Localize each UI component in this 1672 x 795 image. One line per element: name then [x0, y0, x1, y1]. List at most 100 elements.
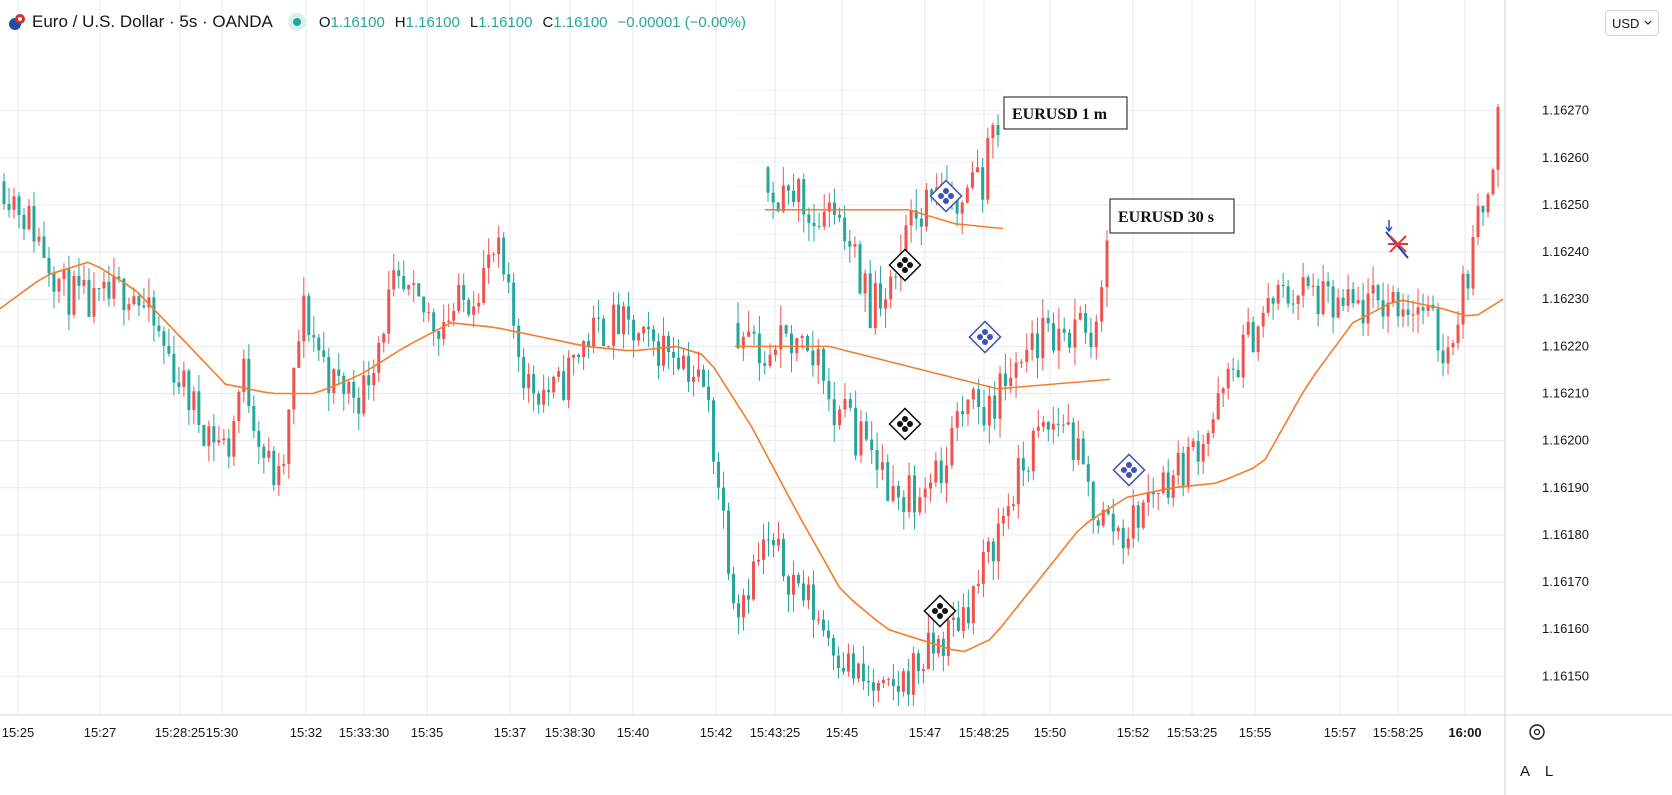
candle-body	[811, 584, 815, 621]
signal-dot	[942, 608, 948, 614]
y-tick-label: 1.16180	[1542, 527, 1589, 542]
candle-body	[692, 376, 696, 382]
candle-body	[67, 269, 71, 315]
candle-body	[771, 192, 775, 203]
candle-body	[492, 254, 496, 256]
candle-body	[27, 206, 31, 230]
candle-body	[397, 270, 401, 277]
currency-button[interactable]: USD	[1605, 10, 1659, 36]
candle-body	[961, 607, 965, 631]
candle-body	[1261, 312, 1265, 327]
candle-body	[923, 488, 927, 498]
candle-body	[1311, 285, 1315, 287]
candle-body	[970, 172, 974, 188]
candle-body	[672, 352, 676, 358]
x-tick-label: 15:33:30	[339, 725, 390, 740]
signal-dot	[932, 608, 938, 614]
candle-body	[662, 335, 666, 366]
candle-body	[462, 285, 466, 300]
candle-body	[1006, 506, 1010, 516]
candle-body	[262, 446, 266, 458]
candle-body	[766, 167, 770, 193]
symbol-title[interactable]: Euro / U.S. Dollar · 5s · OANDA	[32, 12, 273, 31]
candle-body	[297, 341, 301, 368]
candle-body	[773, 349, 777, 355]
candle-body	[977, 389, 981, 407]
candle-body	[412, 283, 416, 285]
settings-gear-icon[interactable]	[1529, 724, 1545, 740]
candle-body	[1035, 333, 1039, 359]
candle-body	[1056, 423, 1060, 425]
candle-body	[1371, 285, 1375, 294]
candle-body	[302, 295, 306, 342]
candle-body	[1301, 277, 1305, 296]
candle-body	[507, 274, 511, 283]
candle-body	[227, 438, 231, 457]
candle-body	[781, 538, 785, 577]
candle-body	[1316, 285, 1320, 315]
auto-scale-button[interactable]: A	[1514, 759, 1536, 783]
candle-body	[562, 371, 566, 400]
candle-body	[1105, 240, 1109, 288]
signal-dot	[897, 262, 903, 268]
candle-body	[682, 355, 686, 369]
candle-body	[843, 217, 847, 242]
candle-body	[427, 312, 431, 314]
candle-body	[92, 288, 96, 317]
candle-body	[1171, 475, 1175, 498]
candle-body	[1246, 321, 1250, 335]
candle-body	[1121, 527, 1125, 549]
log-scale-button[interactable]: L	[1538, 759, 1560, 783]
y-tick-label: 1.16190	[1542, 480, 1589, 495]
candle-body	[955, 411, 959, 428]
candle-body	[1421, 307, 1425, 311]
moving-average-line	[0, 261, 1504, 653]
candle-body	[914, 210, 918, 219]
candle-body	[1236, 369, 1240, 378]
candle-body	[1251, 321, 1255, 353]
candle-body	[62, 269, 66, 279]
candle-body	[1084, 312, 1088, 333]
candle-body	[122, 278, 126, 311]
candle-body	[522, 357, 526, 389]
candle-body	[981, 552, 985, 584]
signal-dot	[987, 334, 993, 340]
candle-body	[1019, 361, 1023, 363]
candle-body	[582, 341, 586, 358]
candle-body	[207, 426, 211, 446]
main-candles	[2, 104, 1500, 708]
candle-body	[1176, 452, 1180, 476]
candle-body	[617, 304, 621, 335]
candle-body	[687, 355, 691, 382]
candle-body	[247, 358, 251, 407]
candle-body	[737, 603, 741, 618]
candle-body	[37, 236, 41, 242]
candle-body	[542, 389, 546, 405]
candle-body	[907, 475, 911, 512]
candle-body	[222, 438, 226, 441]
candle-body	[1031, 430, 1035, 472]
candle-body	[17, 196, 21, 215]
candle-body	[147, 297, 151, 308]
candle-body	[896, 485, 900, 498]
candle-body	[367, 375, 371, 386]
y-tick-label: 1.16170	[1542, 574, 1589, 589]
candle-body	[1166, 472, 1170, 498]
candle-body	[951, 617, 955, 620]
candle-body	[362, 375, 366, 414]
candle-body	[1471, 237, 1475, 289]
candle-body	[768, 354, 772, 366]
candle-body	[202, 425, 206, 446]
candle-body	[137, 296, 141, 306]
candle-body	[487, 254, 491, 269]
y-tick-label: 1.16230	[1542, 291, 1589, 306]
candle-body	[1456, 324, 1460, 344]
candle-body	[786, 185, 790, 191]
candle-body	[763, 363, 767, 366]
candle-body	[1306, 277, 1310, 287]
candle-body	[1256, 326, 1260, 353]
candle-body	[919, 218, 923, 227]
candle-body	[1146, 492, 1150, 503]
candle-body	[7, 204, 11, 210]
